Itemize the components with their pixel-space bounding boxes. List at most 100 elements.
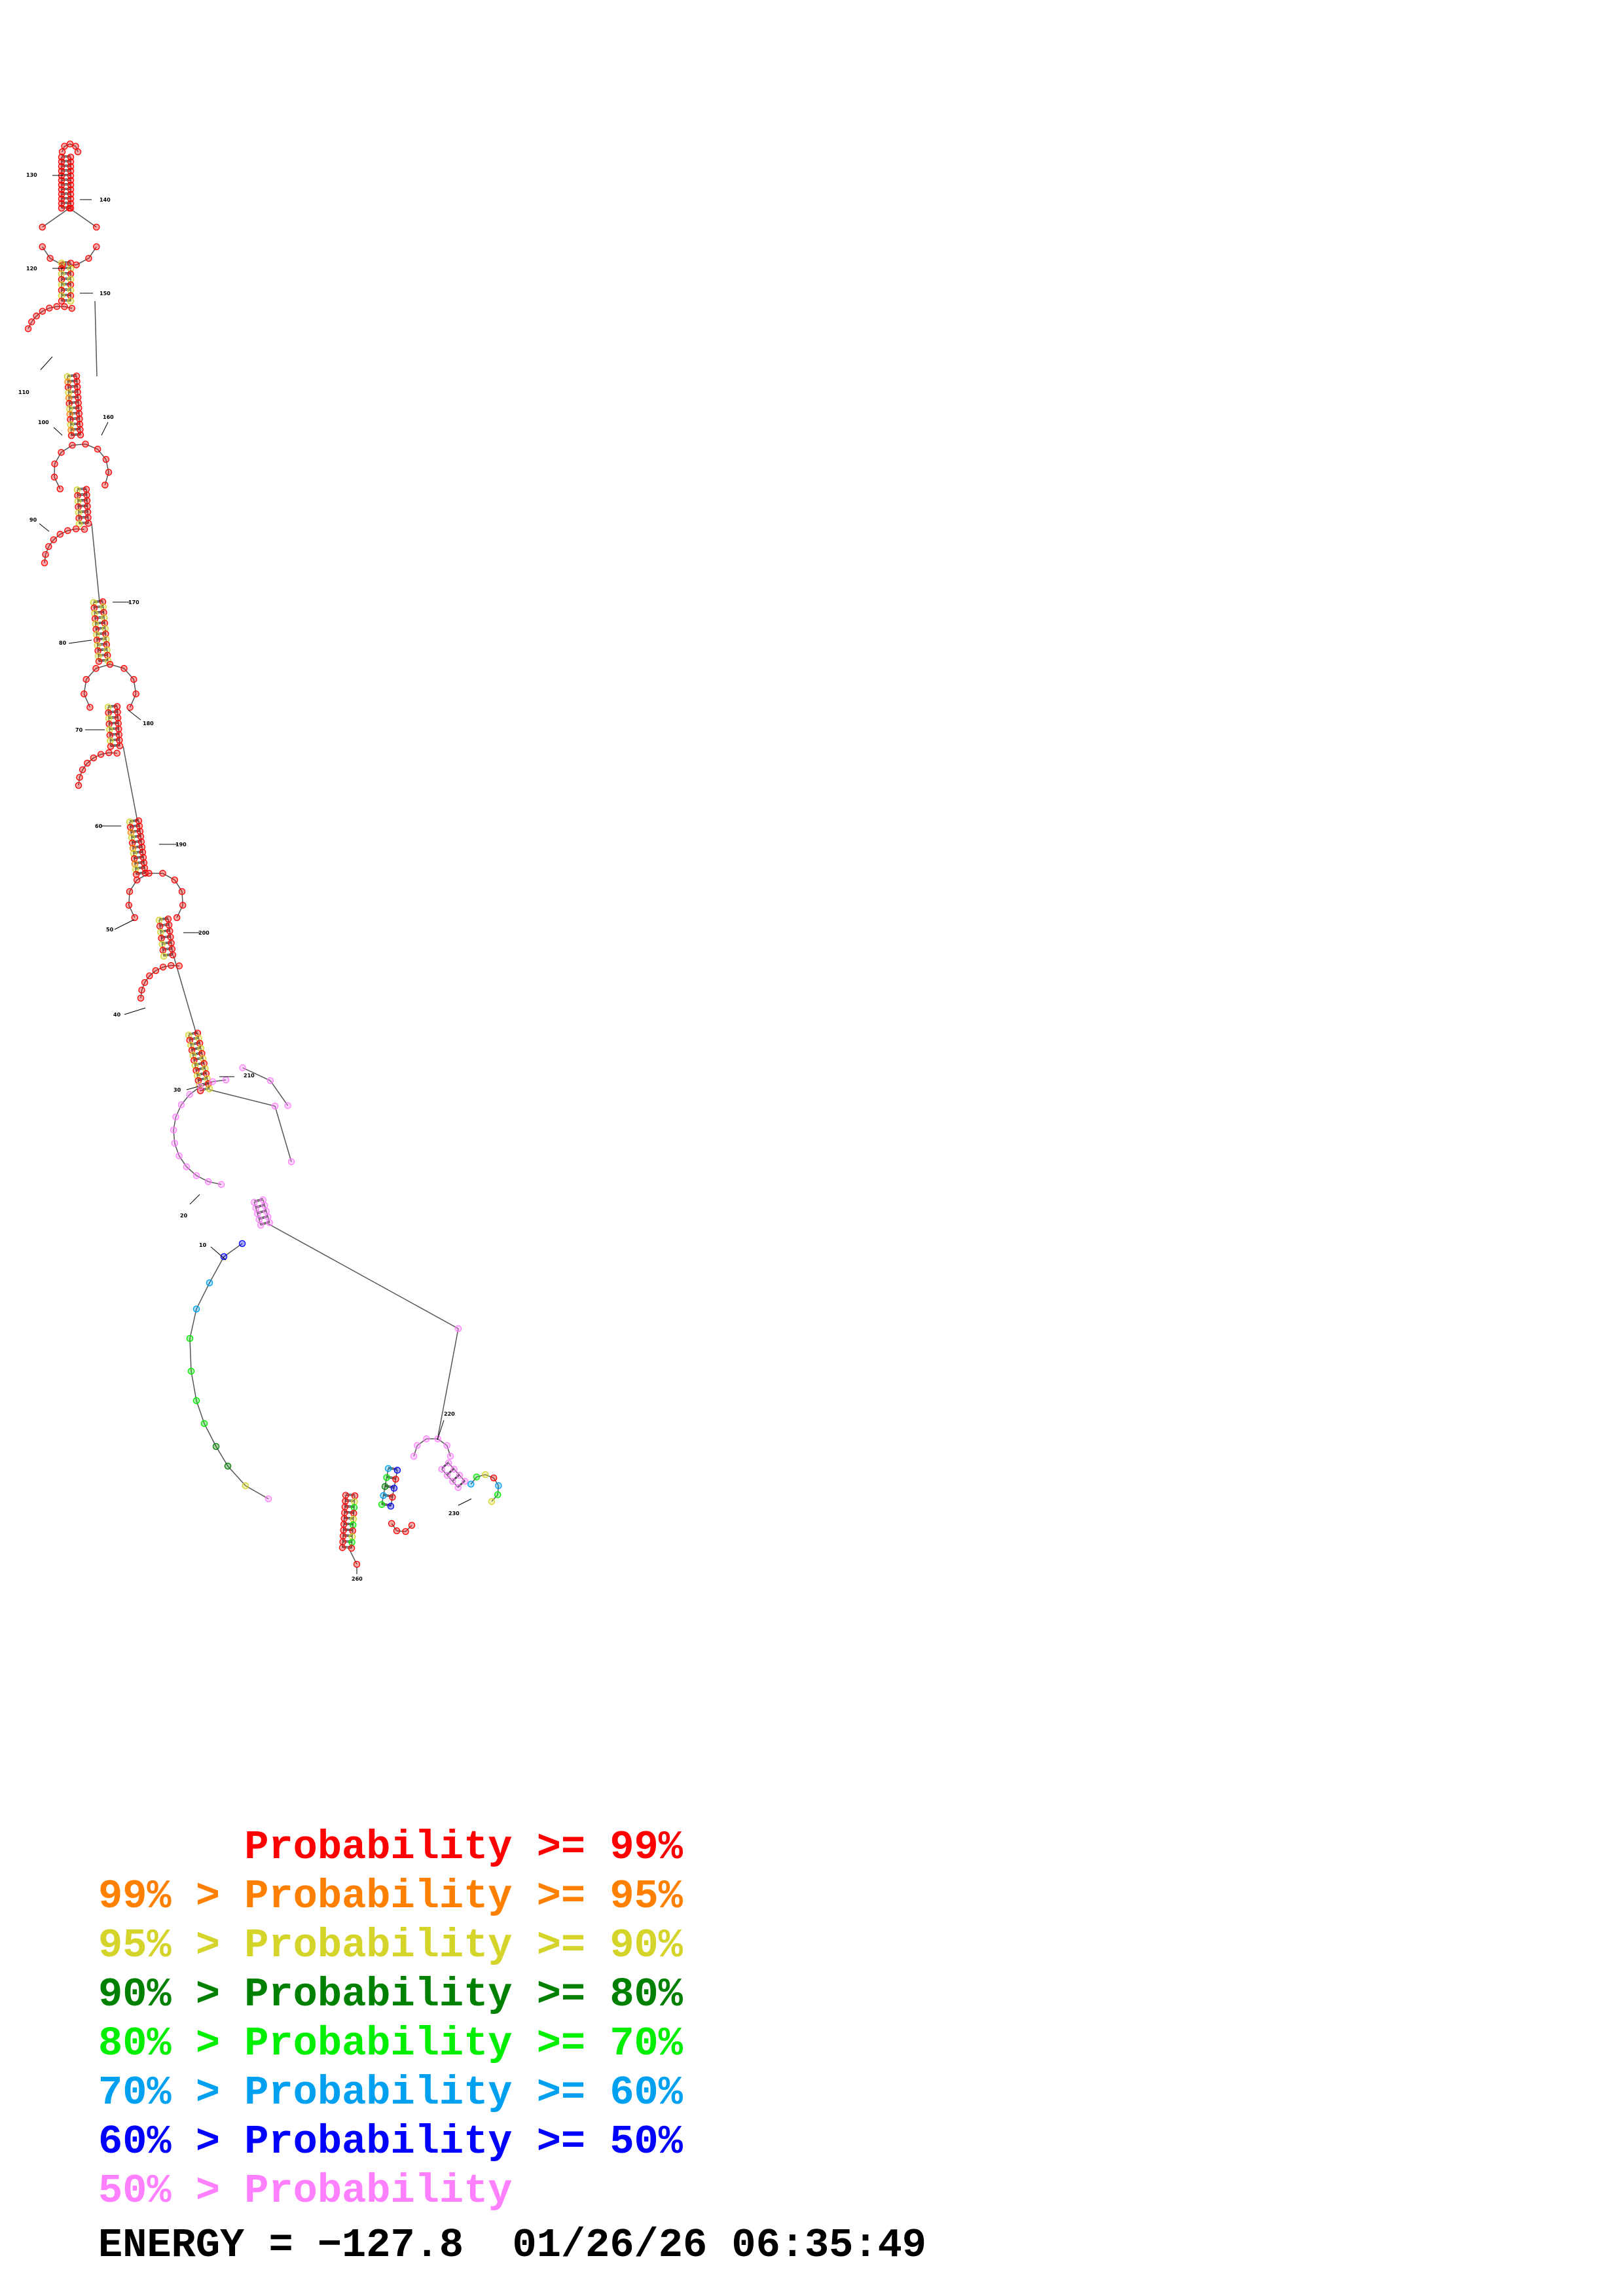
nucleotide — [173, 914, 181, 922]
nucleotide — [159, 963, 167, 971]
nucleotide — [92, 626, 100, 633]
position-label: 180 — [143, 721, 154, 726]
backbone-segment — [209, 1089, 276, 1107]
backbone-segment — [198, 1080, 200, 1086]
nucleotide — [378, 1501, 386, 1508]
base-pair — [452, 1475, 460, 1482]
nucleotide — [107, 737, 114, 745]
nucleotide — [58, 153, 65, 161]
nucleotide — [263, 1208, 270, 1215]
nucleotide — [131, 914, 139, 922]
backbone-segment — [86, 757, 94, 764]
nucleotide — [102, 636, 110, 643]
base-pair — [95, 617, 105, 619]
backbone-segment — [242, 1067, 271, 1081]
backbone-segment — [196, 1075, 199, 1081]
nucleotide — [259, 1196, 266, 1204]
backbone-segment — [189, 1308, 197, 1339]
nucleotide — [75, 514, 82, 522]
nucleotide — [167, 933, 174, 941]
nucleotide — [65, 204, 73, 212]
nucleotide — [81, 690, 88, 698]
backbone-segment — [186, 1166, 197, 1176]
backbone-segment — [192, 1055, 195, 1061]
nucleotide — [94, 446, 101, 453]
nucleotide — [257, 1221, 264, 1229]
nucleotide — [73, 486, 81, 493]
backbone-segment — [181, 1094, 191, 1105]
backbone-segment — [162, 872, 175, 881]
position-label: 70 — [75, 727, 83, 733]
backbone-segment — [227, 1465, 246, 1486]
base-pair — [447, 1469, 454, 1476]
base-pair — [388, 1467, 397, 1469]
backbone-segment — [209, 1256, 225, 1283]
nucleotide — [51, 460, 58, 467]
nucleotide — [192, 1305, 200, 1313]
nucleotide — [56, 485, 64, 493]
base-pair — [343, 1535, 353, 1537]
base-pair — [97, 637, 107, 639]
nucleotide — [82, 486, 90, 493]
nucleotide — [239, 1064, 246, 1071]
backbone-segment — [171, 965, 179, 967]
nucleotide — [145, 870, 153, 877]
backbone-segment — [441, 1469, 448, 1476]
nucleotide — [50, 473, 58, 481]
position-label: 160 — [103, 414, 114, 420]
base-pair — [109, 723, 119, 725]
backbone-segment — [196, 1282, 210, 1310]
backbone-segment — [129, 880, 137, 892]
nucleotide — [103, 651, 111, 659]
backbone-segment — [391, 1523, 397, 1532]
nucleotide — [56, 531, 64, 538]
nucleotide — [414, 1442, 421, 1449]
base-pair — [71, 434, 81, 437]
nucleotide — [67, 292, 75, 299]
nucleotide — [67, 416, 74, 423]
base-pair — [69, 397, 79, 399]
nucleotide — [204, 1075, 211, 1083]
nucleotide — [77, 426, 84, 433]
base-pair — [98, 653, 108, 656]
base-pair — [110, 738, 120, 740]
position-tick — [53, 427, 63, 436]
nucleotide — [130, 850, 137, 857]
backbone-segment — [196, 1400, 205, 1424]
nucleotide — [67, 421, 75, 429]
base-pair — [162, 942, 172, 945]
nucleotide — [130, 675, 137, 683]
base-pair — [191, 1047, 201, 1050]
base-pair — [345, 1493, 356, 1496]
nucleotide — [84, 759, 91, 767]
nucleotide — [454, 1484, 462, 1491]
nucleotide — [116, 736, 123, 744]
backbone-segment — [48, 539, 54, 547]
nucleotide — [351, 1498, 358, 1505]
nucleotide — [445, 1460, 452, 1467]
nucleotide — [467, 1480, 475, 1488]
nucleotide — [67, 158, 75, 166]
backbone-segment — [105, 459, 109, 473]
nucleotide — [58, 292, 65, 299]
nucleotide — [132, 690, 139, 698]
backbone-segment — [208, 1181, 222, 1185]
position-label: 10 — [199, 1242, 207, 1248]
base-pair — [344, 1516, 354, 1518]
position-label: 230 — [448, 1511, 460, 1516]
base-pair — [342, 1541, 352, 1543]
nucleotide — [252, 1204, 260, 1211]
nucleotide — [84, 514, 92, 522]
nucleotide — [53, 303, 61, 310]
base-pair — [69, 395, 79, 397]
base-pair — [191, 1048, 201, 1051]
base-pair — [108, 711, 118, 713]
nucleotide — [168, 945, 176, 953]
base-pair — [198, 1077, 208, 1080]
nucleotide — [177, 1101, 185, 1109]
base-pair — [107, 706, 118, 708]
backbone-segment — [173, 1130, 175, 1143]
nucleotide — [456, 1471, 464, 1479]
nucleotide — [266, 1077, 274, 1085]
backbone-segment — [485, 1474, 494, 1479]
